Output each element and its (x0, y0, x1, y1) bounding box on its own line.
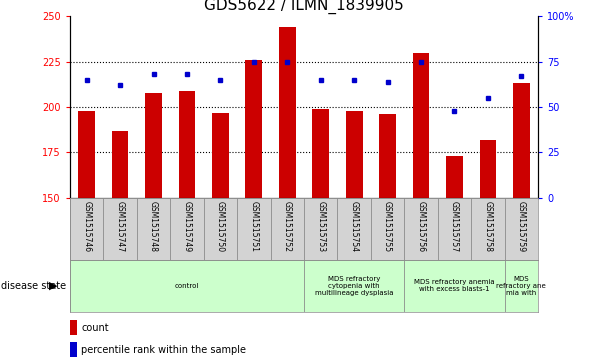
Bar (137, 198, 170, 260)
Bar (70, 320, 77, 335)
Text: MDS refractory anemia
with excess blasts-1: MDS refractory anemia with excess blasts… (414, 280, 495, 292)
Bar (170, 198, 204, 260)
Text: MDS refractory
cytopenia with
multilineage dysplasia: MDS refractory cytopenia with multilinea… (315, 276, 393, 296)
Bar (112, 131, 128, 198)
Text: GSM1515755: GSM1515755 (383, 201, 392, 252)
Bar (480, 140, 496, 198)
Text: GSM1515758: GSM1515758 (483, 201, 492, 252)
Bar (313, 109, 329, 198)
Bar (237, 198, 271, 260)
Bar (70, 260, 304, 312)
Text: disease state: disease state (1, 281, 66, 291)
Text: GSM1515750: GSM1515750 (216, 201, 225, 252)
Text: percentile rank within the sample: percentile rank within the sample (81, 345, 246, 355)
Text: count: count (81, 323, 109, 333)
Bar (78, 111, 95, 198)
Bar (513, 83, 530, 198)
Bar (279, 27, 295, 198)
Bar (179, 91, 195, 198)
Text: MDS
refractory ane
mia with: MDS refractory ane mia with (497, 276, 546, 296)
Bar (404, 260, 505, 312)
Text: GSM1515751: GSM1515751 (249, 201, 258, 252)
Bar (379, 114, 396, 198)
Title: GDS5622 / ILMN_1839905: GDS5622 / ILMN_1839905 (204, 0, 404, 13)
Text: GSM1515759: GSM1515759 (517, 201, 526, 252)
Text: GSM1515753: GSM1515753 (316, 201, 325, 252)
Bar (471, 198, 505, 260)
Bar (212, 113, 229, 198)
Text: GSM1515748: GSM1515748 (149, 201, 158, 252)
Bar (271, 198, 304, 260)
Bar (304, 260, 404, 312)
Text: GSM1515749: GSM1515749 (182, 201, 192, 252)
Bar (304, 198, 337, 260)
Text: GSM1515757: GSM1515757 (450, 201, 459, 252)
Text: control: control (174, 283, 199, 289)
Bar (505, 198, 538, 260)
Bar (70, 342, 77, 357)
Bar (337, 198, 371, 260)
Bar (70, 198, 103, 260)
Bar (371, 198, 404, 260)
Text: GSM1515756: GSM1515756 (416, 201, 426, 252)
Bar (145, 93, 162, 198)
Text: GSM1515752: GSM1515752 (283, 201, 292, 252)
Bar (346, 111, 362, 198)
Text: GSM1515754: GSM1515754 (350, 201, 359, 252)
Bar (103, 198, 137, 260)
Text: GSM1515746: GSM1515746 (82, 201, 91, 252)
Bar (204, 198, 237, 260)
Bar (413, 53, 429, 198)
Bar (446, 156, 463, 198)
Bar (438, 198, 471, 260)
Bar (246, 60, 262, 198)
Text: ▶: ▶ (49, 281, 58, 291)
Text: GSM1515747: GSM1515747 (116, 201, 125, 252)
Bar (505, 260, 538, 312)
Bar (404, 198, 438, 260)
